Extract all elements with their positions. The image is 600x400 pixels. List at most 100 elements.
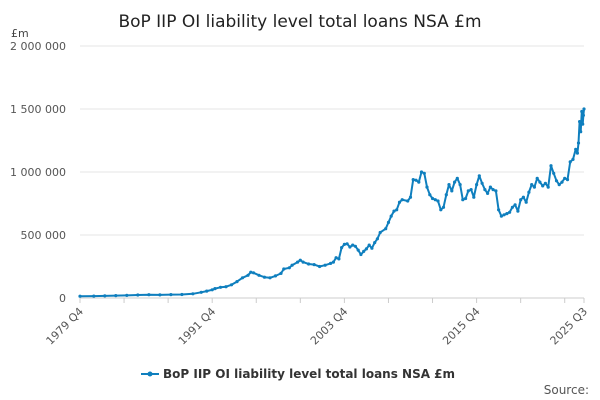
- data-point[interactable]: [199, 290, 203, 294]
- data-point[interactable]: [581, 113, 586, 117]
- data-point[interactable]: [563, 176, 567, 180]
- data-point[interactable]: [574, 147, 578, 151]
- data-point[interactable]: [169, 293, 173, 297]
- data-point[interactable]: [340, 246, 344, 250]
- data-point[interactable]: [229, 283, 234, 287]
- data-point[interactable]: [392, 209, 396, 213]
- data-point[interactable]: [334, 256, 338, 260]
- legend[interactable]: BoP IIP OI liability level total loans N…: [141, 367, 455, 381]
- data-point[interactable]: [375, 237, 379, 241]
- data-point[interactable]: [205, 289, 209, 293]
- data-point[interactable]: [571, 157, 575, 161]
- data-point[interactable]: [513, 203, 517, 207]
- data-point[interactable]: [406, 199, 410, 203]
- data-point[interactable]: [488, 185, 492, 189]
- data-point[interactable]: [441, 205, 446, 209]
- data-point[interactable]: [475, 183, 479, 187]
- data-point[interactable]: [257, 273, 261, 277]
- data-point[interactable]: [290, 263, 294, 267]
- data-point[interactable]: [103, 294, 107, 298]
- data-point[interactable]: [568, 160, 572, 164]
- data-point[interactable]: [411, 178, 415, 182]
- data-point[interactable]: [491, 188, 495, 192]
- data-point[interactable]: [249, 270, 253, 274]
- data-point[interactable]: [560, 180, 564, 184]
- data-point[interactable]: [323, 263, 327, 267]
- data-point[interactable]: [575, 151, 580, 155]
- data-point[interactable]: [582, 107, 586, 111]
- data-point[interactable]: [447, 183, 451, 187]
- data-point[interactable]: [543, 181, 548, 185]
- data-point[interactable]: [527, 190, 531, 194]
- data-point[interactable]: [508, 210, 512, 214]
- data-point[interactable]: [541, 184, 545, 188]
- data-point[interactable]: [92, 294, 96, 298]
- data-point[interactable]: [307, 262, 311, 266]
- data-point[interactable]: [395, 208, 399, 212]
- data-point[interactable]: [439, 208, 443, 212]
- data-point[interactable]: [466, 189, 470, 193]
- data-point[interactable]: [348, 245, 352, 249]
- data-point[interactable]: [331, 260, 335, 264]
- data-point[interactable]: [464, 196, 468, 201]
- data-point[interactable]: [251, 271, 256, 275]
- data-point[interactable]: [125, 293, 129, 297]
- data-point[interactable]: [469, 188, 473, 192]
- data-point[interactable]: [530, 183, 534, 187]
- data-point[interactable]: [246, 273, 250, 277]
- data-point[interactable]: [351, 243, 355, 247]
- data-point[interactable]: [213, 287, 217, 291]
- data-point[interactable]: [218, 285, 223, 289]
- data-point[interactable]: [240, 276, 245, 280]
- data-point[interactable]: [359, 252, 363, 257]
- data-point[interactable]: [524, 200, 528, 204]
- data-point[interactable]: [342, 242, 346, 246]
- data-point[interactable]: [318, 264, 322, 269]
- data-point[interactable]: [373, 241, 377, 245]
- data-point[interactable]: [519, 198, 523, 202]
- data-point[interactable]: [386, 220, 391, 224]
- data-point[interactable]: [296, 260, 300, 264]
- data-point[interactable]: [389, 214, 393, 218]
- data-point[interactable]: [414, 178, 418, 182]
- data-point[interactable]: [580, 109, 584, 114]
- data-point[interactable]: [235, 280, 239, 284]
- data-point[interactable]: [273, 274, 278, 278]
- data-point[interactable]: [502, 213, 506, 217]
- data-point[interactable]: [581, 122, 585, 126]
- data-point[interactable]: [367, 243, 371, 247]
- data-point[interactable]: [433, 198, 437, 202]
- data-point[interactable]: [180, 292, 184, 297]
- data-point[interactable]: [298, 258, 302, 262]
- data-point[interactable]: [552, 171, 556, 175]
- data-point[interactable]: [425, 185, 429, 189]
- data-point[interactable]: [400, 198, 404, 202]
- data-point[interactable]: [287, 266, 291, 270]
- data-point[interactable]: [78, 294, 82, 298]
- data-point[interactable]: [136, 293, 140, 297]
- data-point[interactable]: [378, 230, 382, 235]
- data-point[interactable]: [532, 185, 537, 189]
- data-point[interactable]: [370, 246, 374, 250]
- data-point[interactable]: [565, 178, 570, 182]
- data-point[interactable]: [356, 248, 360, 252]
- data-point[interactable]: [546, 185, 550, 189]
- data-point[interactable]: [353, 244, 357, 248]
- data-point[interactable]: [364, 247, 368, 251]
- data-point[interactable]: [419, 170, 424, 174]
- data-point[interactable]: [535, 176, 539, 180]
- data-point[interactable]: [578, 120, 582, 124]
- data-point[interactable]: [521, 195, 526, 199]
- data-point[interactable]: [444, 193, 448, 197]
- data-point[interactable]: [417, 180, 421, 184]
- data-point[interactable]: [191, 292, 195, 296]
- data-point[interactable]: [505, 212, 509, 216]
- data-point[interactable]: [477, 174, 481, 178]
- data-point[interactable]: [282, 267, 286, 271]
- data-point[interactable]: [549, 164, 553, 168]
- data-point[interactable]: [408, 195, 413, 199]
- data-point[interactable]: [262, 275, 267, 279]
- data-point[interactable]: [430, 196, 435, 201]
- data-point[interactable]: [362, 249, 366, 253]
- data-point[interactable]: [510, 205, 514, 209]
